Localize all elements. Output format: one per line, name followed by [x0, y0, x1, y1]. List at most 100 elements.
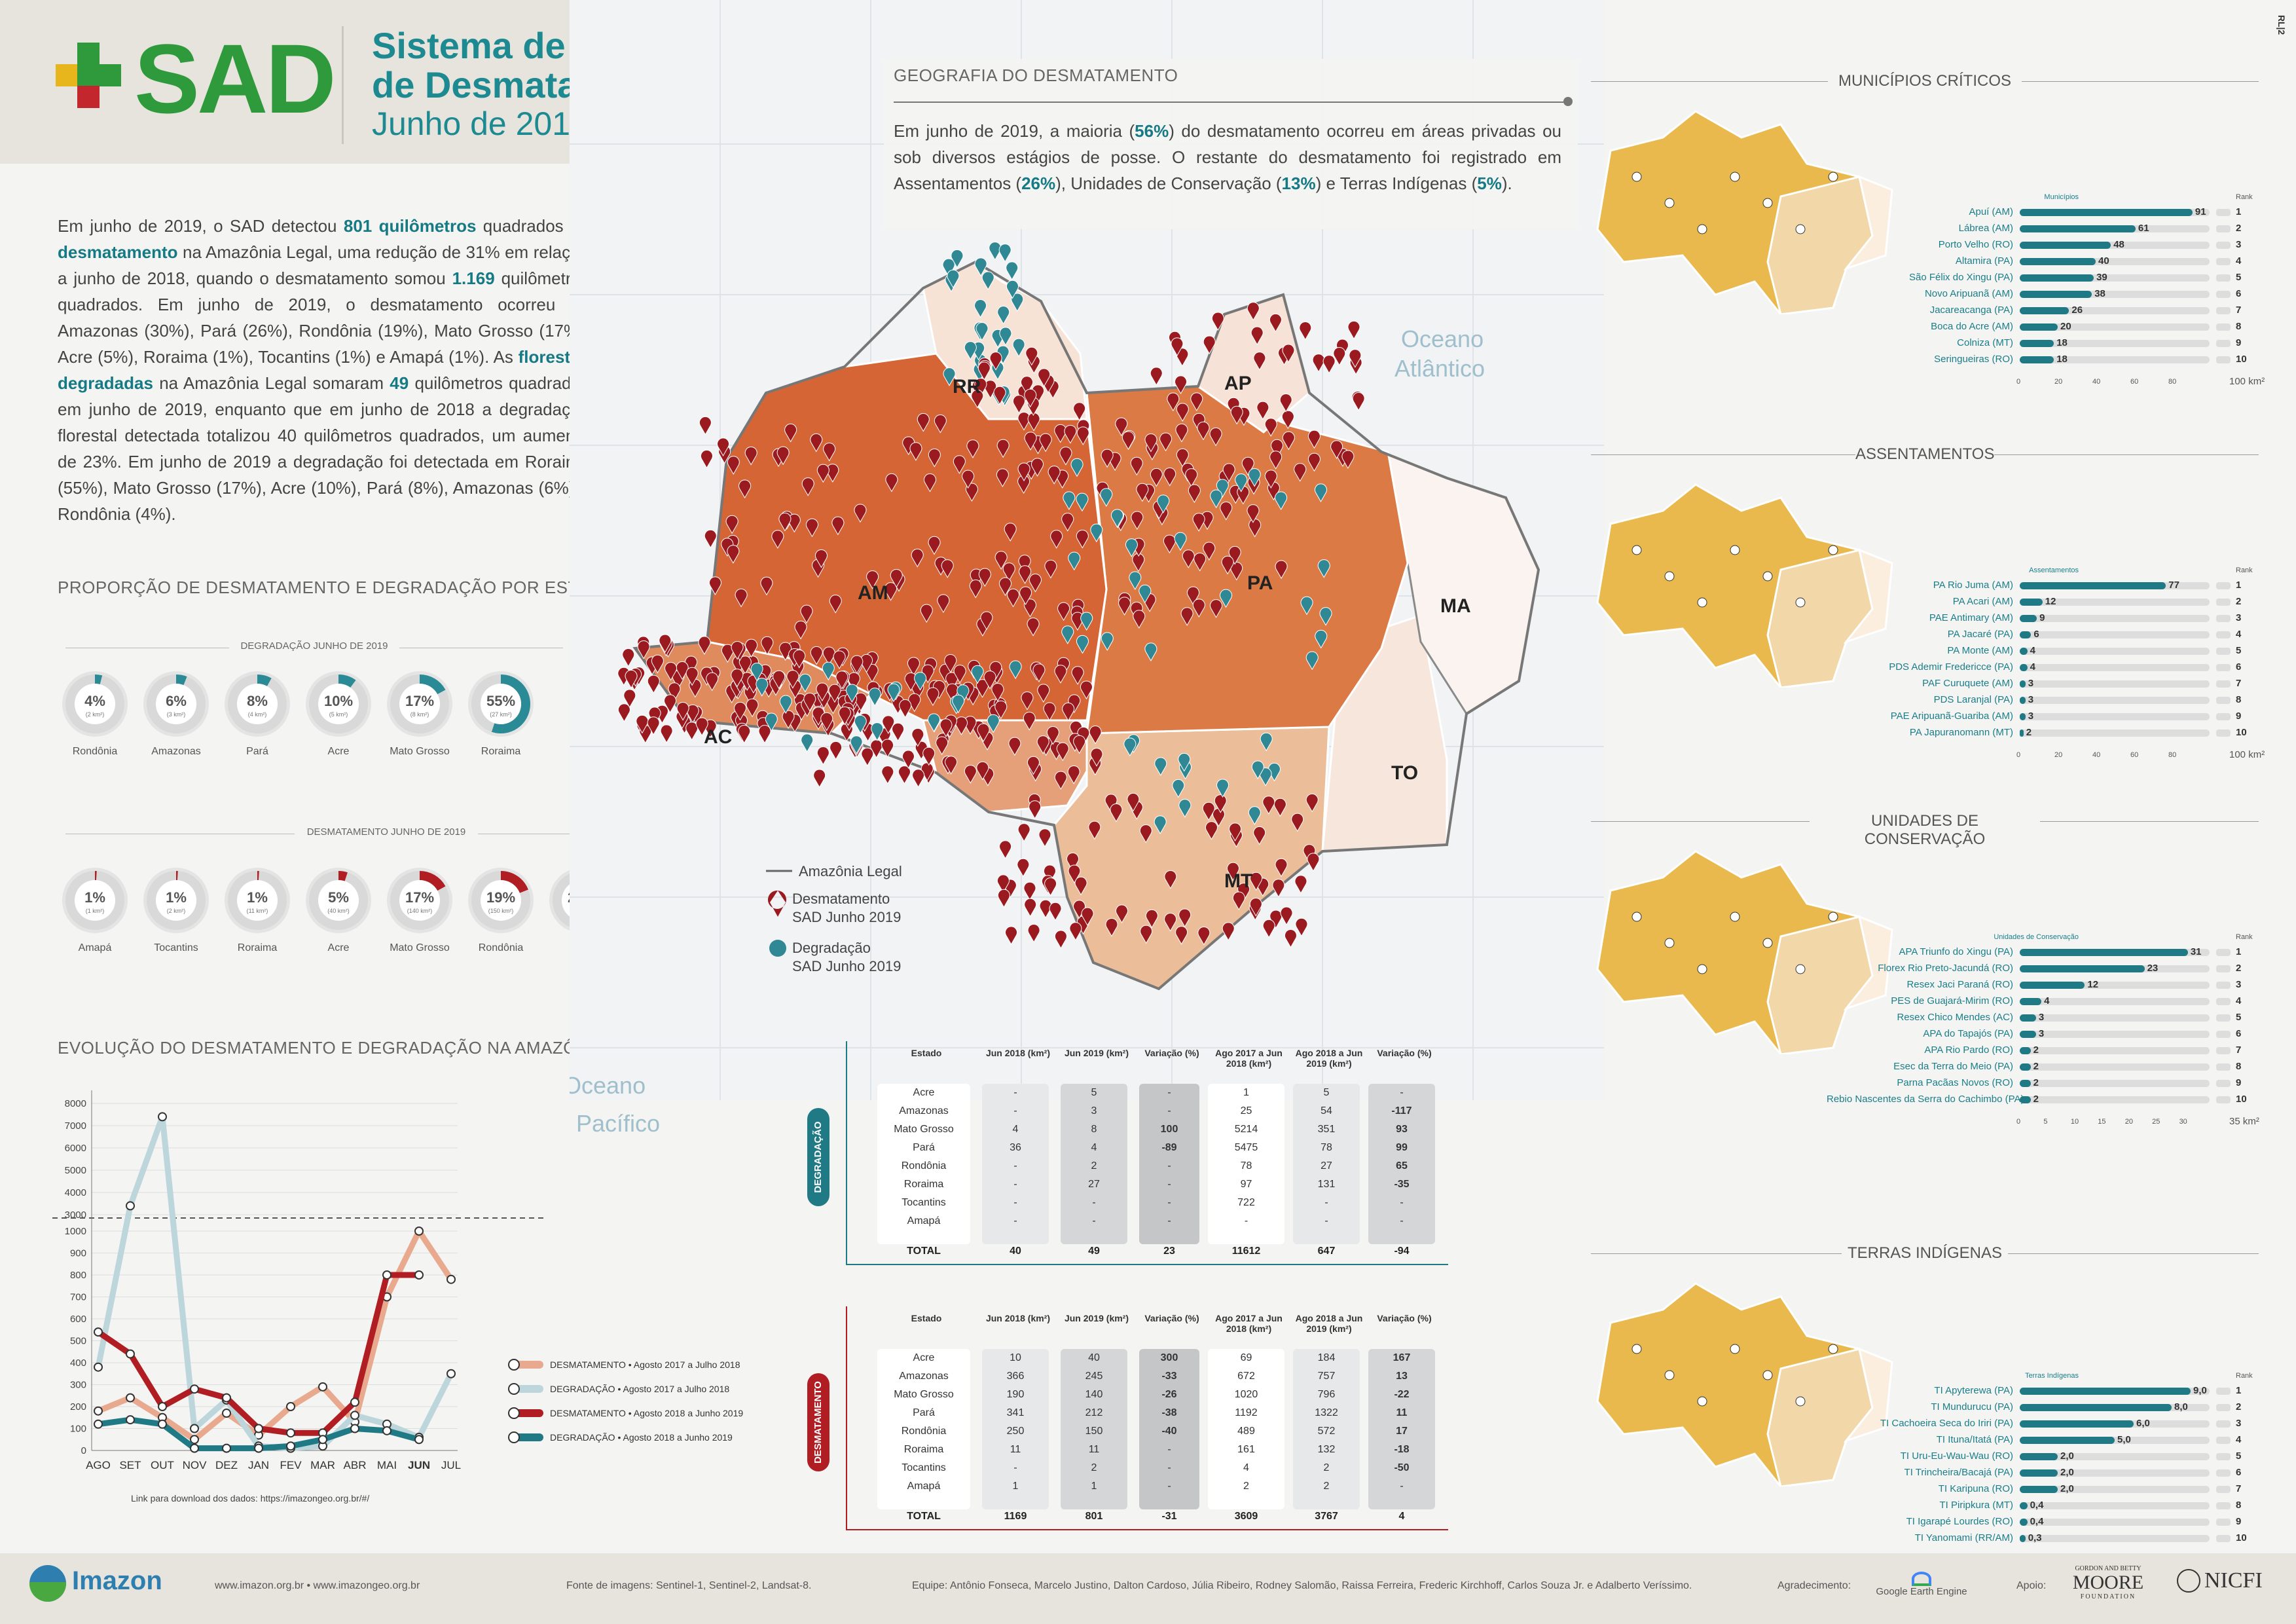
rank-number: 4 — [2236, 255, 2242, 267]
table-cell: 11 — [1010, 1444, 1021, 1455]
rank-number: 9 — [2236, 1516, 2242, 1527]
rank-axis-tick: 5 — [2043, 1118, 2048, 1126]
legend-dot — [508, 1407, 520, 1419]
x-tick-label: DEZ — [215, 1459, 238, 1471]
rank-bar-value: 3 — [2028, 694, 2034, 705]
y-tick-label: 8000 — [65, 1098, 86, 1109]
deforestation-pin — [1089, 726, 1102, 745]
deforestation-pin — [928, 536, 941, 555]
deforestation-pin — [699, 416, 712, 435]
degradation-pin — [971, 665, 984, 684]
deforestation-pin — [664, 694, 677, 714]
deforestation-pin — [993, 386, 1006, 405]
donut-state-label: Tocantins — [154, 942, 198, 953]
table-col-bg — [1139, 1349, 1199, 1509]
table-total-cell: -31 — [1161, 1511, 1177, 1522]
deforestation-pin — [1018, 555, 1031, 574]
rank-col-header: Municípios — [2044, 193, 2079, 201]
deforestation-pin — [945, 756, 958, 775]
table-col-bg — [982, 1349, 1049, 1509]
rank-bar-value: 91 — [2195, 206, 2206, 217]
rank-map-marker — [1697, 224, 1707, 234]
series-point — [94, 1406, 103, 1416]
degradation-pin — [1006, 261, 1019, 281]
deforestation-pin — [731, 669, 744, 688]
donut-pct: 1% — [247, 889, 268, 906]
rank-number: 4 — [2236, 629, 2242, 640]
deforestation-pin — [1074, 876, 1087, 896]
deforestation-pin — [1188, 484, 1201, 504]
degradation-pin — [1172, 779, 1185, 798]
rank-pill — [2216, 1502, 2231, 1509]
donut-km: (4 km²) — [248, 711, 267, 718]
rank-bar-fill — [2020, 1486, 2058, 1493]
rank-mini-map-2 — [1584, 838, 1899, 1058]
deforestation-pin — [651, 654, 664, 674]
deforestation-pin — [850, 655, 864, 674]
donut-pct: 1% — [84, 889, 105, 906]
donut-state-label: Mato Grosso — [390, 942, 450, 953]
rank-bar-fill — [2020, 1453, 2058, 1460]
deforestation-pin — [1186, 586, 1199, 606]
legend-item-1: DEGRADAÇÃO • Agosto 2017 a Julho 2018 — [508, 1376, 773, 1401]
deforestation-pin — [1105, 918, 1118, 937]
degradation-pin — [1154, 815, 1167, 835]
degradation-pin — [1319, 607, 1332, 626]
table-cell: 25 — [1240, 1105, 1252, 1116]
rank-map-marker — [1631, 912, 1642, 922]
rank-item-name: TI Piripkura (MT) — [1939, 1500, 2014, 1511]
rank-item-name: APA Rio Pardo (RO) — [1924, 1044, 2013, 1056]
globe-icon — [2177, 1569, 2200, 1593]
table-cell: 366 — [1006, 1371, 1025, 1382]
y-tick-label: 0 — [81, 1445, 86, 1456]
data-link[interactable]: Link para download dos dados: https://im… — [131, 1493, 370, 1504]
table-cell: - — [1400, 1197, 1404, 1208]
deforestation-pin — [1062, 703, 1075, 722]
rank-item-name: PA Rio Juma (AM) — [1933, 580, 2013, 591]
deforestation-pin — [1130, 456, 1143, 476]
rank-number: 9 — [2236, 337, 2242, 348]
table-cell: 2 — [1323, 1481, 1330, 1492]
deforestation-pin — [1264, 418, 1277, 437]
degradation-pin — [1101, 632, 1114, 651]
degradation-pin — [997, 306, 1010, 325]
table-header: Estado — [911, 1313, 942, 1323]
rank-mini-map-1 — [1584, 471, 1899, 691]
rank-bar-value: 2 — [2026, 727, 2032, 738]
deforestation-pin — [704, 529, 717, 549]
table-cell: 5 — [1323, 1087, 1330, 1098]
degradation-pin — [998, 244, 1011, 263]
rank-pill — [2216, 1453, 2231, 1460]
rank-pill — [2216, 274, 2231, 282]
deforestation-pin — [997, 889, 1010, 908]
rank-item-name: Colniza (MT) — [1957, 337, 2013, 348]
table-cell: - — [1400, 1481, 1404, 1492]
table-cell: - — [1400, 1215, 1404, 1227]
deforestation-pin — [1203, 335, 1216, 355]
deforestation-pin — [1019, 586, 1032, 606]
rank-hdr: Rank — [2236, 566, 2253, 574]
rank-bar-fill — [2020, 599, 2043, 606]
footer-sites[interactable]: www.imazon.org.br • www.imazongeo.org.br — [215, 1580, 420, 1591]
table-cell: 212 — [1085, 1407, 1103, 1418]
deforestation-pin — [1008, 737, 1021, 756]
rank-number: 7 — [2236, 304, 2242, 316]
deforestation-pin — [861, 747, 874, 767]
deforestation-pin — [1057, 602, 1070, 621]
degradation-pin — [1315, 629, 1328, 649]
deforestation-pin — [828, 684, 841, 703]
rank-bar-track — [2020, 242, 2210, 249]
rank-map-marker — [1795, 964, 1806, 974]
rank-bar-value: 0,3 — [2028, 1532, 2042, 1543]
table-cell: 351 — [1317, 1124, 1336, 1135]
table-cell: Tocantins — [902, 1197, 946, 1208]
rank-item-name: São Félix do Xingu (PA) — [1909, 272, 2013, 283]
deforestation-pin — [816, 682, 829, 702]
deforestation-pin — [941, 559, 954, 578]
degradation-pin — [871, 722, 884, 741]
rank-number: 4 — [2236, 1434, 2242, 1445]
deforestation-pin — [1307, 853, 1320, 872]
donut-roraima: 55% (27 km²) Roraima — [465, 668, 537, 758]
table-cell: 78 — [1321, 1142, 1332, 1153]
deforestation-pin — [1307, 452, 1321, 472]
